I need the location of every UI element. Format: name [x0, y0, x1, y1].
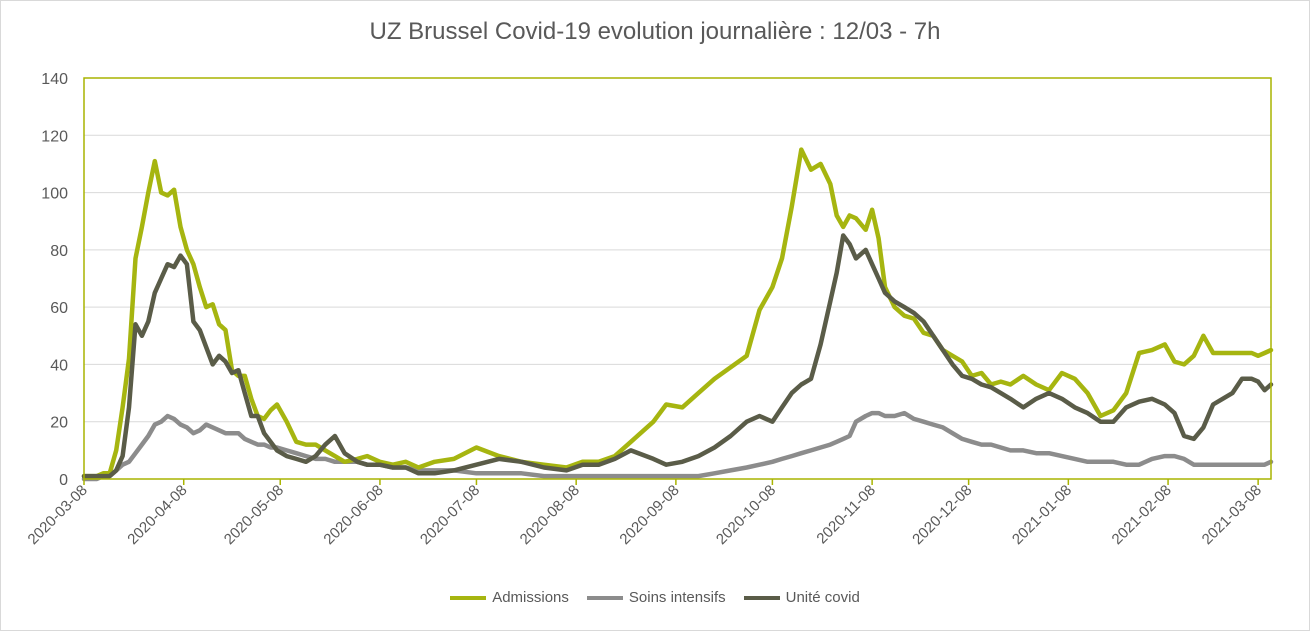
- x-tick-label-2020-04-08: 2020-04-08: [124, 482, 190, 548]
- y-tick-label-100: 100: [41, 186, 68, 203]
- y-tick-label-20: 20: [50, 415, 68, 432]
- x-tick-label-2021-01-08: 2021-01-08: [1009, 482, 1075, 548]
- x-tick-label-2020-07-08: 2020-07-08: [417, 482, 483, 548]
- legend-item-soins-intensifs: Soins intensifs: [586, 589, 726, 606]
- x-tick-label-2020-11-08: 2020-11-08: [813, 482, 878, 547]
- chart-title: UZ Brussel Covid-19 evolution journalièr…: [369, 18, 941, 45]
- y-tick-label-140: 140: [41, 71, 68, 88]
- x-tick-label-2021-03-08: 2021-03-08: [1199, 482, 1265, 548]
- x-tick-label-2020-08-08: 2020-08-08: [517, 482, 583, 548]
- x-tick-label-2020-06-08: 2020-06-08: [320, 482, 386, 548]
- legend-label-soins-intensifs: Soins intensifs: [628, 589, 726, 606]
- x-tick-label-2020-10-08: 2020-10-08: [713, 482, 779, 548]
- x-tick-label-2021-02-08: 2021-02-08: [1109, 482, 1175, 548]
- y-tick-label-60: 60: [50, 300, 68, 317]
- series-line-admissions: [81, 147, 1274, 479]
- y-axis-ticks: 0 20 40 60 80 100 120 140: [41, 71, 68, 489]
- y-tick-label-40: 40: [50, 357, 68, 374]
- legend-item-unite-covid: Unité covid: [743, 589, 860, 606]
- legend-item-admissions: Admissions: [450, 589, 569, 606]
- x-tick-label-2020-09-08: 2020-09-08: [616, 482, 682, 548]
- legend-swatch-admissions: [450, 595, 487, 600]
- legend-swatch-unite-covid: [743, 595, 780, 600]
- y-tick-label-0: 0: [59, 472, 68, 489]
- legend-label-unite-covid: Unité covid: [785, 589, 860, 606]
- series-lines: [81, 147, 1274, 482]
- x-tick-label-2020-03-08: 2020-03-08: [25, 482, 91, 548]
- x-tick-label-2020-05-08: 2020-05-08: [221, 482, 287, 548]
- legend-label-admissions: Admissions: [492, 589, 569, 606]
- series-line-soins-intensifs: [81, 410, 1274, 482]
- legend: Admissions Soins intensifs Unité covid: [0, 589, 1310, 606]
- y-tick-label-120: 120: [41, 128, 68, 145]
- series-line-unit-covid: [81, 233, 1274, 479]
- x-tick-label-2020-12-08: 2020-12-08: [909, 482, 975, 548]
- y-tick-label-80: 80: [50, 243, 68, 260]
- grid-lines: [84, 134, 1271, 423]
- x-axis-ticks: 2020-03-08 2020-04-08 2020-05-08 2020-06-08…: [25, 479, 1265, 548]
- legend-swatch-soins-intensifs: [586, 595, 623, 600]
- plot-area-border: [83, 77, 1272, 480]
